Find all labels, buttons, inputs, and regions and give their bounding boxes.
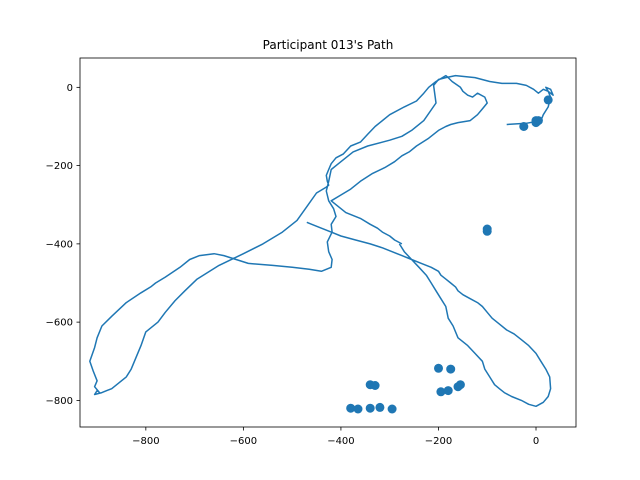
path-marker [443,386,453,396]
x-tick-label: 0 [533,436,539,447]
path-marker [370,381,380,390]
path-marker [455,380,465,390]
y-tick-label: 0 [67,83,73,94]
path-marker [436,387,446,397]
path-marker [543,95,553,105]
x-tick-label: −200 [425,436,452,447]
path-line-2 [306,221,552,408]
y-tick-label: −800 [46,396,73,407]
path-marker [482,226,492,236]
path-marker [375,402,385,412]
y-tick-label: −400 [46,239,73,250]
path-marker [434,363,443,373]
path-marker [346,403,356,413]
plot-area [89,74,554,414]
y-tick-label: −600 [46,318,73,329]
path-marker [387,404,397,414]
plot-frame [79,57,577,428]
path-marker [365,403,375,413]
path-marker [353,404,363,414]
x-axis: −800 −600 −400 −200 0 [132,427,539,447]
chart-title: Participant 013's Path [263,38,394,52]
path-marker [533,116,543,126]
path-marker [519,122,529,131]
y-tick-label: −200 [46,161,73,172]
y-axis: 0 −200 −400 −600 −800 [46,83,80,407]
path-line-1 [89,74,554,396]
x-tick-label: −400 [327,436,354,447]
x-tick-label: −800 [132,436,159,447]
path-marker [446,364,456,374]
x-tick-label: −600 [230,436,257,447]
